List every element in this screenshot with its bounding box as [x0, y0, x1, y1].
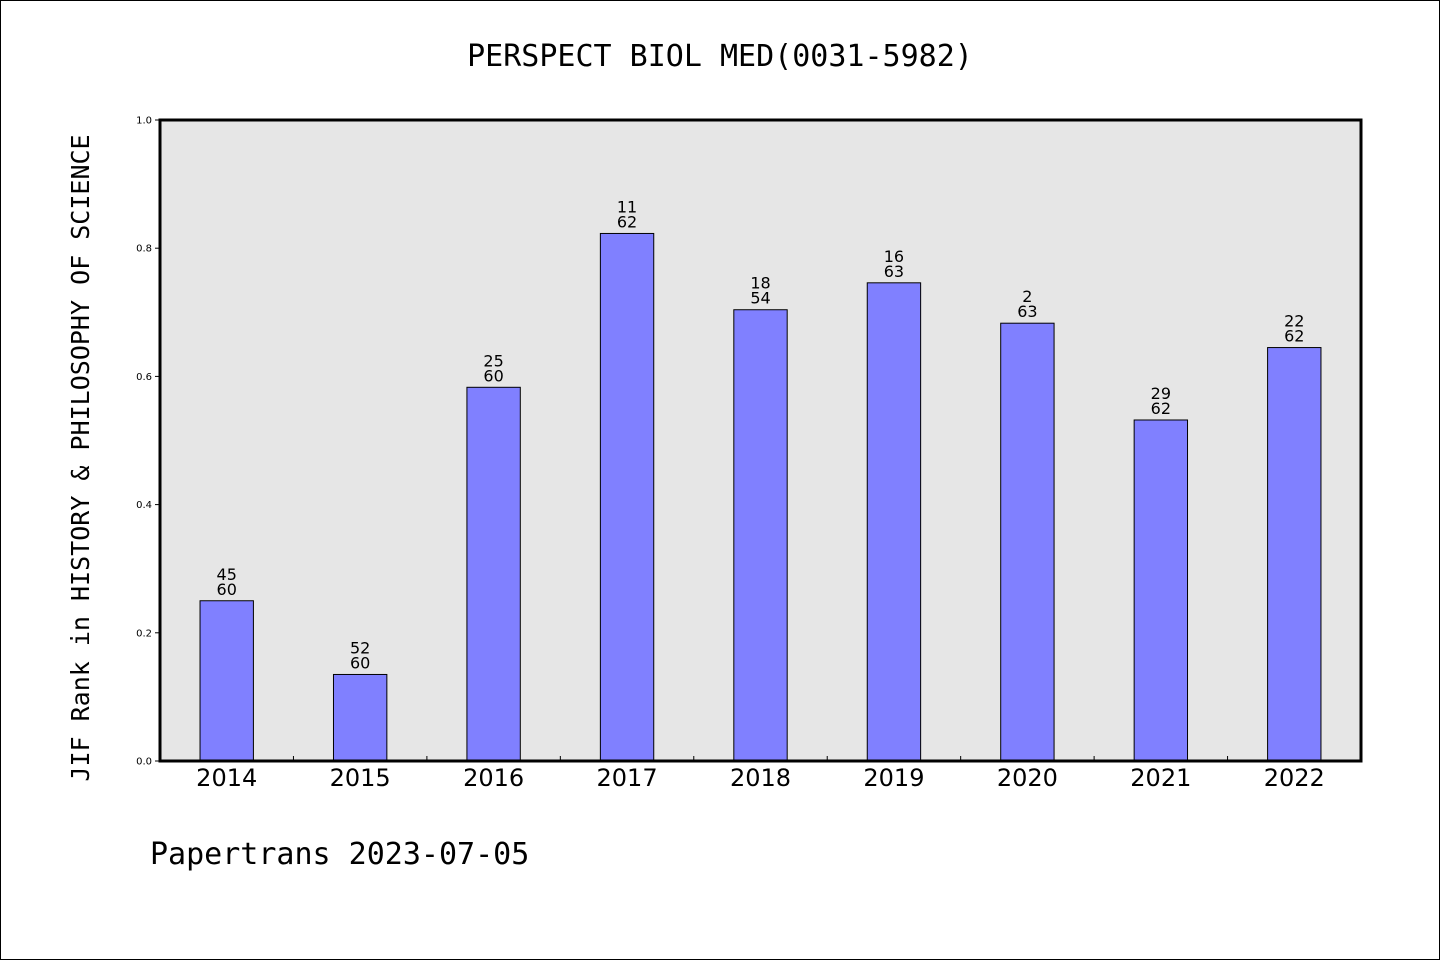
bar-2022 [1267, 347, 1322, 762]
bars [199, 232, 1322, 762]
data-labels: 2014456020155260201625602017116220181854… [196, 197, 1325, 792]
data-label-total: 60 [483, 366, 503, 385]
bar-2021 [1133, 419, 1189, 762]
x-tick-label: 2017 [597, 764, 658, 792]
data-label-rank: 29 [1151, 384, 1171, 403]
bar-2014 [199, 600, 254, 762]
y-tick-label: 0.0 [136, 757, 152, 768]
data-label-rank: 2 [1022, 287, 1032, 306]
x-tick-label: 2014 [196, 764, 257, 792]
y-tick-label: 1.0 [136, 116, 152, 127]
data-label-rank: 16 [884, 247, 904, 266]
data-label-rank: 45 [217, 565, 237, 584]
bar-2019 [866, 282, 922, 762]
y-tick-label: 0.6 [136, 372, 152, 383]
x-tick-label: 2022 [1264, 764, 1325, 792]
x-tick-label: 2015 [330, 764, 391, 792]
plot-frame [158, 118, 1363, 763]
data-label-total: 60 [217, 580, 237, 599]
y-axis-label: JIF Rank in HISTORY & PHILOSOPHY OF SCIE… [66, 134, 95, 781]
data-label-total: 62 [1151, 399, 1171, 418]
data-label-total: 63 [1017, 302, 1037, 321]
bar-2017 [599, 232, 655, 762]
bar-2020 [1000, 322, 1055, 762]
data-label-total: 62 [1284, 327, 1304, 346]
data-label-rank: 25 [483, 351, 503, 370]
y-tick-label: 0.8 [136, 244, 152, 255]
x-tick-label: 2016 [463, 764, 524, 792]
data-label-rank: 18 [750, 274, 770, 293]
data-label-rank: 11 [617, 197, 637, 216]
bar-2018 [733, 309, 788, 762]
y-tick-label: 0.4 [136, 500, 152, 511]
x-tick-label: 2021 [1130, 764, 1191, 792]
footer-text: Papertrans 2023-07-05 [150, 837, 529, 872]
data-label-rank: 22 [1284, 312, 1304, 331]
x-tick-label: 2019 [863, 764, 924, 792]
data-label-total: 60 [350, 653, 370, 672]
chart-title: PERSPECT BIOL MED(0031-5982) [467, 39, 973, 74]
data-label-rank: 52 [350, 638, 370, 657]
x-tick-label: 2020 [997, 764, 1058, 792]
x-tick-label: 2018 [730, 764, 791, 792]
bar-2016 [466, 386, 521, 762]
y-tick-label: 0.2 [136, 628, 152, 639]
data-label-total: 54 [750, 289, 770, 308]
data-label-total: 63 [884, 262, 904, 281]
bar-2015 [332, 673, 388, 762]
data-label-total: 62 [617, 212, 637, 231]
